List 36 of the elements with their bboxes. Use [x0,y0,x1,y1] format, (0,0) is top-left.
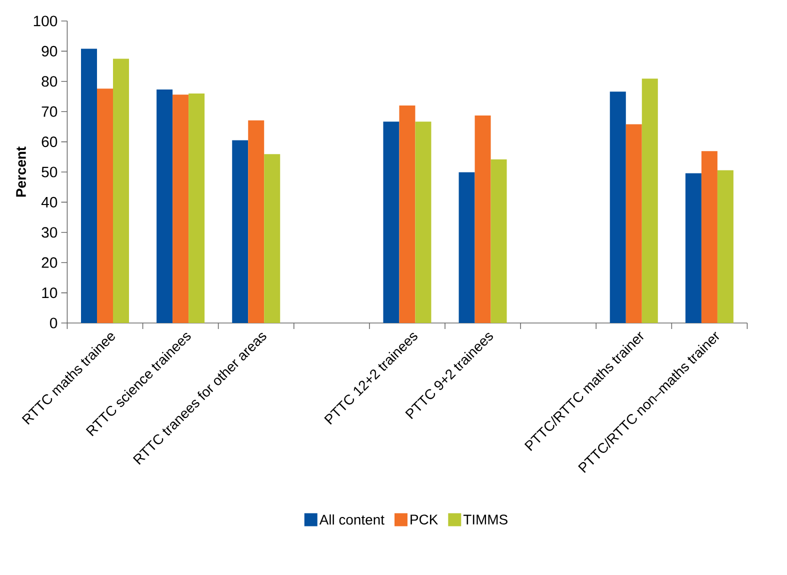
y-tick-label: 40 [41,196,58,208]
y-tick-label: 10 [42,288,58,298]
bar [264,154,280,323]
y-tick-label: 80 [42,76,58,87]
bar [172,94,189,323]
bar [81,48,97,323]
bar [474,116,491,323]
bar [642,78,658,323]
legend-label: TIMMS [463,514,508,524]
y-tick-label: 90 [42,46,58,56]
bar [399,106,416,323]
y-tick-label: 60 [42,136,58,148]
y-tick-label: 100 [34,16,58,26]
bar [248,120,264,323]
y-tick-label: 30 [42,227,58,238]
bar [610,92,626,323]
bar [685,173,702,323]
bar [415,122,432,323]
bar [232,140,248,323]
legend-label: All content [319,514,384,525]
y-axis-title: Percent [16,146,26,197]
bar [383,122,400,323]
bar [188,93,205,323]
bar [156,90,173,323]
legend-label: PCK [410,514,438,524]
y-tick-label: 20 [42,257,58,268]
bar [490,159,507,323]
bar [626,124,642,323]
y-tick-label: 0 [50,318,58,328]
y-tick-label: 70 [42,106,58,117]
bar [97,88,113,323]
bar [113,58,129,323]
bar [717,170,734,323]
y-tick-label: 50 [42,166,58,178]
bar [458,172,475,323]
bar [701,151,718,323]
